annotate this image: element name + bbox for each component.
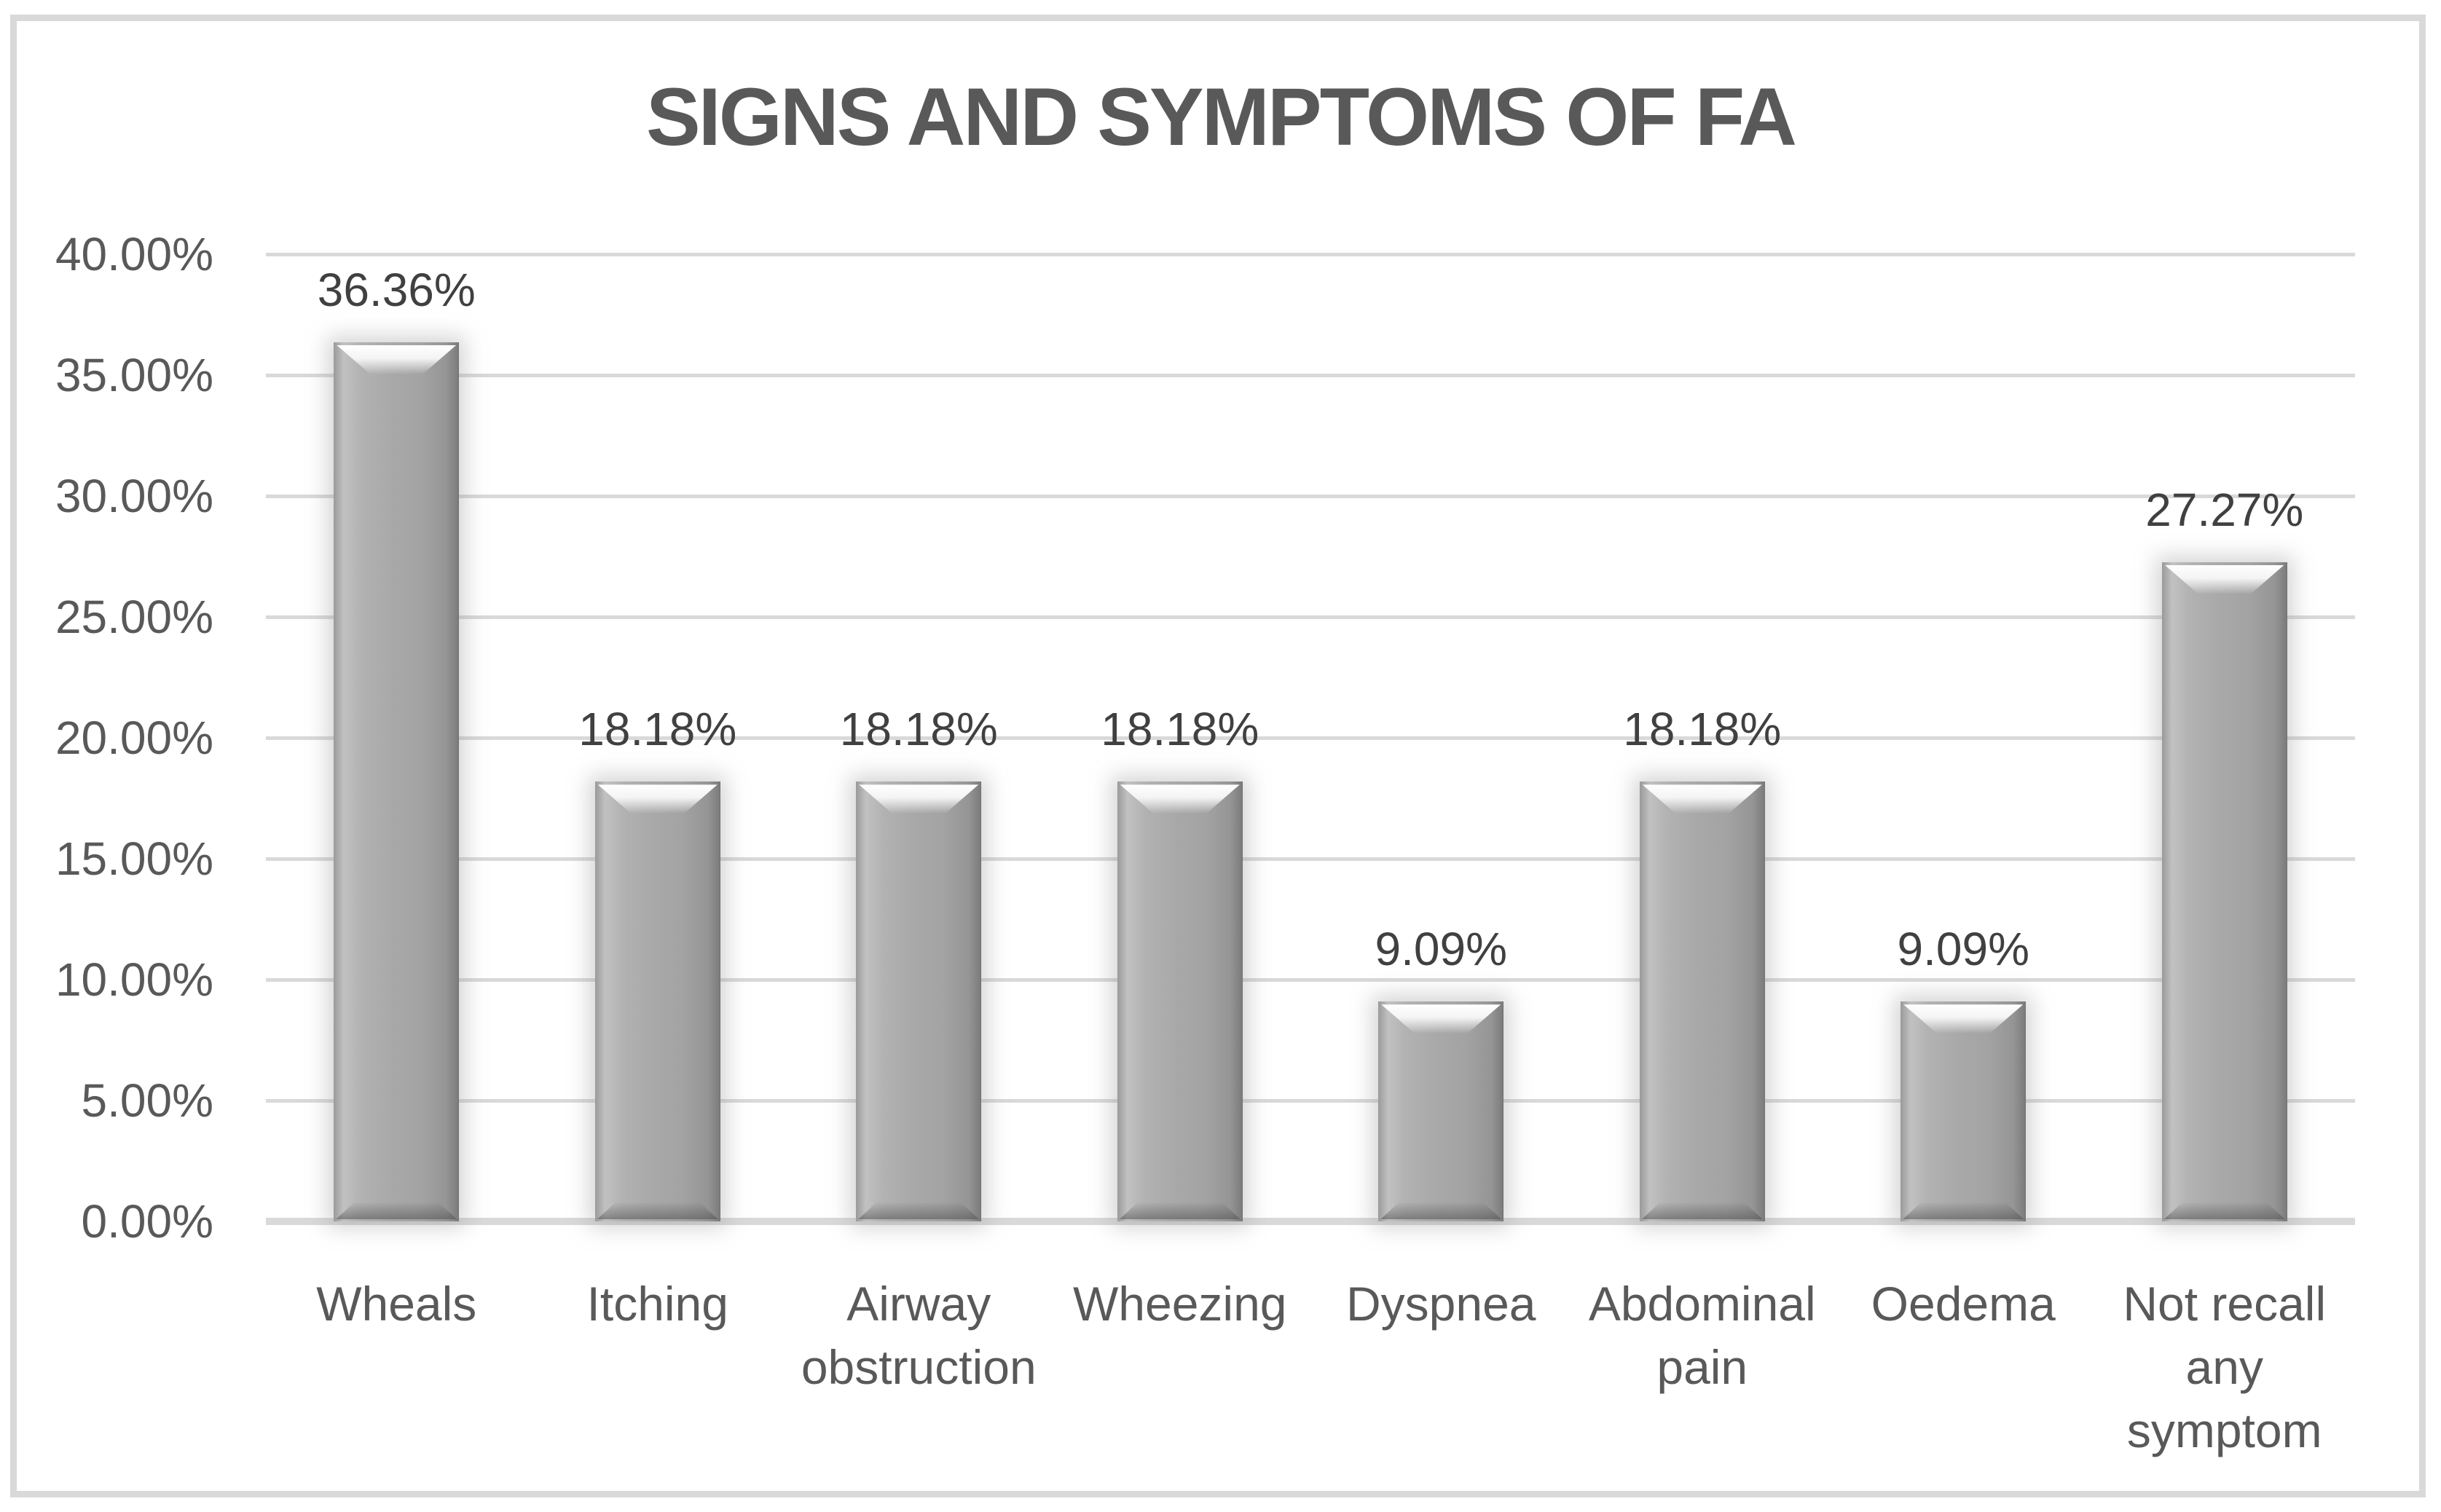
bar <box>2161 562 2287 1221</box>
y-tick-label: 0.00% <box>81 1195 213 1248</box>
gridline <box>266 736 2355 740</box>
bar <box>1639 781 1765 1221</box>
category-label: Airway obstruction <box>801 1277 1037 1394</box>
y-tick-label: 5.00% <box>81 1074 213 1127</box>
gridline <box>266 615 2355 619</box>
y-tick-label: 10.00% <box>55 953 213 1006</box>
category-label: Oedema <box>1871 1277 2056 1331</box>
bar-data-label: 18.18% <box>1101 703 1259 756</box>
bar-data-label: 18.18% <box>1623 703 1782 756</box>
gridline <box>266 978 2355 982</box>
bar <box>856 781 982 1221</box>
bar-data-label: 9.09% <box>1897 923 2029 976</box>
bar <box>334 342 460 1221</box>
gridline <box>266 253 2355 256</box>
y-tick-label: 25.00% <box>55 591 213 643</box>
category-label: Wheezing <box>1073 1277 1287 1331</box>
y-tick-label: 35.00% <box>55 349 213 401</box>
category-label: Itching <box>586 1277 728 1331</box>
bar-data-label: 18.18% <box>839 703 998 756</box>
bar <box>1900 1001 2027 1221</box>
y-tick-label: 30.00% <box>55 470 213 522</box>
y-tick-label: 20.00% <box>55 712 213 764</box>
chart-title: SIGNS AND SYMPTOMS OF FA <box>645 71 1797 162</box>
x-axis-line <box>266 1218 2355 1225</box>
gridline <box>266 495 2355 498</box>
gridline <box>266 857 2355 861</box>
y-tick-label: 40.00% <box>55 228 213 280</box>
category-label: Not recall any symptom <box>2123 1277 2327 1457</box>
bar-data-label: 27.27% <box>2145 483 2304 536</box>
chart-outer-border <box>10 15 2426 1497</box>
y-tick-label: 15.00% <box>55 832 213 885</box>
bar-data-label: 9.09% <box>1375 923 1507 976</box>
gridline <box>266 374 2355 377</box>
gridline <box>266 1099 2355 1103</box>
bar <box>594 781 720 1221</box>
category-label: Wheals <box>316 1277 477 1331</box>
bar-data-label: 18.18% <box>578 703 737 756</box>
category-label: Abdominal pain <box>1588 1277 1816 1394</box>
bar <box>1378 1001 1504 1221</box>
bar <box>1117 781 1243 1221</box>
bar-data-label: 36.36% <box>317 263 476 316</box>
category-label: Dyspnea <box>1346 1277 1536 1331</box>
